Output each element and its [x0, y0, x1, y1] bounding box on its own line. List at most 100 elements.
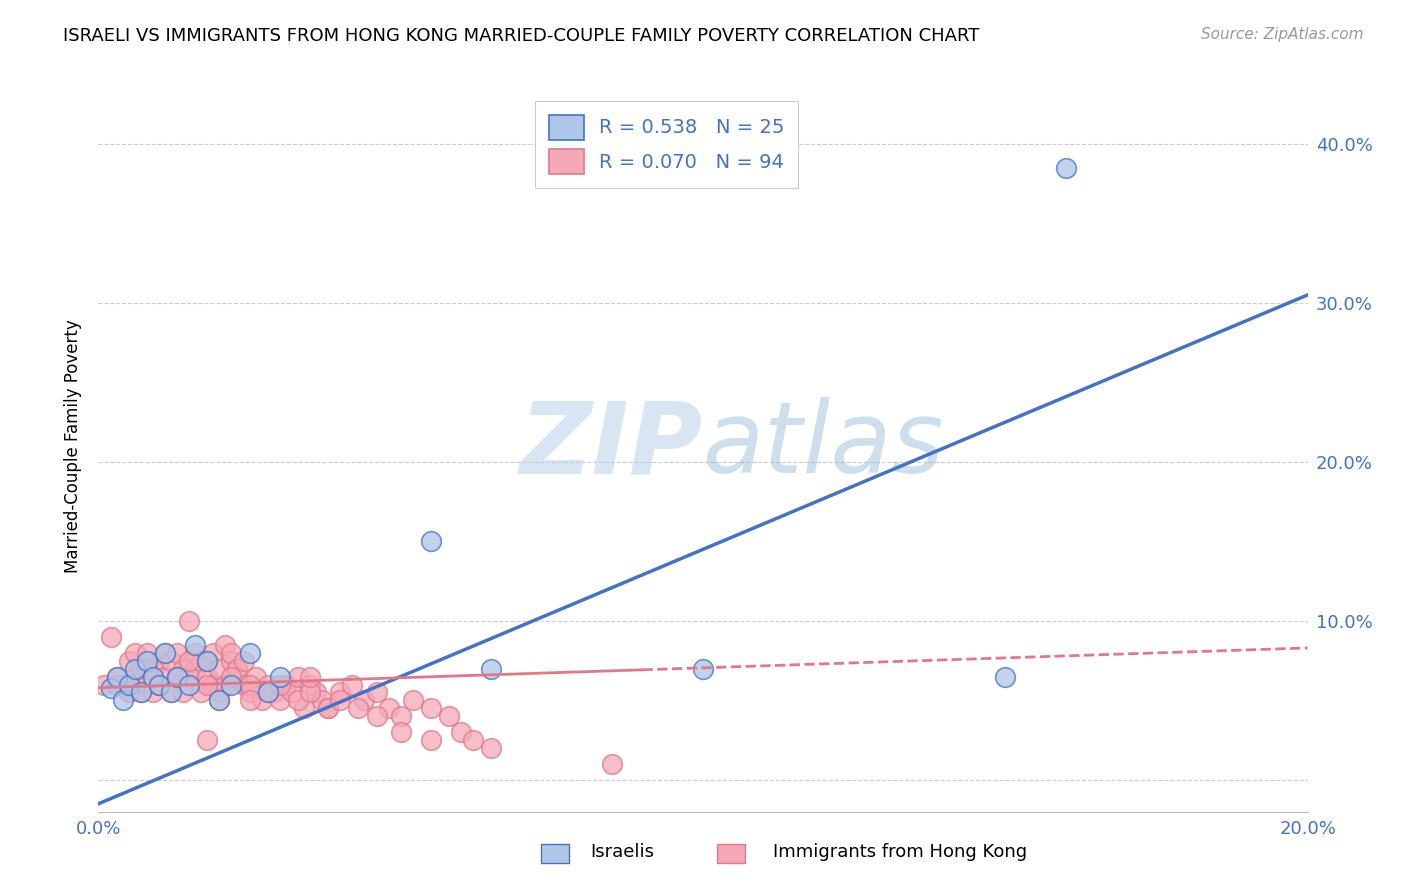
Point — [166, 646, 188, 660]
Point — [221, 677, 243, 691]
Point — [184, 638, 207, 652]
Point — [166, 669, 188, 683]
Point — [292, 701, 315, 715]
Point — [179, 654, 201, 668]
Point — [239, 677, 262, 691]
Text: ZIP: ZIP — [520, 398, 703, 494]
Point — [195, 733, 218, 747]
Point — [402, 693, 425, 707]
Point — [153, 646, 176, 660]
Point — [184, 662, 207, 676]
Point — [329, 693, 352, 707]
Point — [299, 685, 322, 699]
Point — [105, 669, 128, 683]
Point — [994, 669, 1017, 683]
Point — [208, 693, 231, 707]
Point — [190, 685, 212, 699]
Point — [166, 669, 188, 683]
Point — [172, 662, 194, 676]
Point — [221, 646, 243, 660]
Point — [105, 677, 128, 691]
Point — [208, 693, 231, 707]
Text: Source: ZipAtlas.com: Source: ZipAtlas.com — [1201, 27, 1364, 42]
Point — [226, 662, 249, 676]
Point — [692, 662, 714, 676]
Point — [208, 685, 231, 699]
Point — [329, 685, 352, 699]
Point — [239, 685, 262, 699]
Point — [142, 685, 165, 699]
Point — [160, 685, 183, 699]
Text: Immigrants from Hong Kong: Immigrants from Hong Kong — [773, 843, 1028, 861]
Point — [274, 677, 297, 691]
Point — [463, 733, 485, 747]
Point — [105, 669, 128, 683]
Point — [353, 693, 375, 707]
Text: ISRAELI VS IMMIGRANTS FROM HONG KONG MARRIED-COUPLE FAMILY POVERTY CORRELATION C: ISRAELI VS IMMIGRANTS FROM HONG KONG MAR… — [63, 27, 980, 45]
Point — [202, 677, 225, 691]
Point — [179, 614, 201, 628]
Point — [269, 669, 291, 683]
Point — [202, 646, 225, 660]
Point — [129, 685, 152, 699]
Text: Israelis: Israelis — [591, 843, 655, 861]
Point — [129, 685, 152, 699]
Point — [100, 630, 122, 644]
Point — [124, 669, 146, 683]
Point — [316, 701, 339, 715]
Point — [118, 685, 141, 699]
Point — [111, 693, 134, 707]
Point — [342, 677, 364, 691]
Point — [263, 685, 285, 699]
Point — [287, 693, 309, 707]
Point — [142, 662, 165, 676]
Point — [269, 693, 291, 707]
Point — [124, 646, 146, 660]
Point — [420, 733, 443, 747]
Point — [124, 662, 146, 676]
Point — [232, 654, 254, 668]
Text: atlas: atlas — [703, 398, 945, 494]
Point — [179, 677, 201, 691]
Point — [100, 681, 122, 695]
Point — [172, 685, 194, 699]
Point — [281, 685, 304, 699]
Point — [214, 677, 236, 691]
Point — [135, 662, 157, 676]
Point — [602, 757, 624, 772]
Point — [481, 741, 503, 756]
Point — [347, 701, 370, 715]
Point — [135, 654, 157, 668]
Y-axis label: Married-Couple Family Poverty: Married-Couple Family Poverty — [63, 319, 82, 573]
Point — [195, 654, 218, 668]
Point — [389, 725, 412, 739]
Point — [166, 669, 188, 683]
Point — [142, 669, 165, 683]
Point — [366, 709, 388, 723]
Point — [179, 669, 201, 683]
Point — [118, 677, 141, 691]
Point — [256, 677, 278, 691]
Point — [148, 677, 170, 691]
Point — [226, 669, 249, 683]
Point — [111, 677, 134, 691]
Point — [450, 725, 472, 739]
Point — [93, 677, 115, 691]
Legend: R = 0.538   N = 25, R = 0.070   N = 94: R = 0.538 N = 25, R = 0.070 N = 94 — [536, 101, 799, 188]
Point — [420, 534, 443, 549]
Point — [153, 646, 176, 660]
Point — [316, 701, 339, 715]
Point — [195, 669, 218, 683]
Point — [129, 662, 152, 676]
Point — [221, 669, 243, 683]
Point — [160, 685, 183, 699]
Point — [377, 701, 399, 715]
Point — [437, 709, 460, 723]
Point — [135, 646, 157, 660]
Point — [195, 654, 218, 668]
Point — [299, 669, 322, 683]
Point — [420, 701, 443, 715]
Point — [250, 693, 273, 707]
Point — [239, 646, 262, 660]
Point — [214, 638, 236, 652]
